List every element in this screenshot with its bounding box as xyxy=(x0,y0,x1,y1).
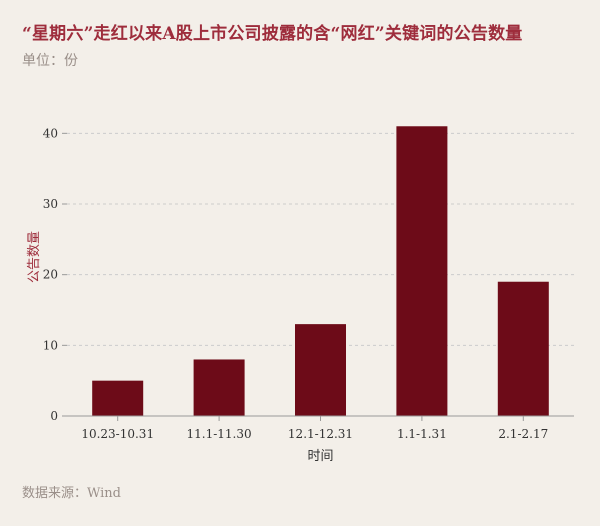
x-axis-ticks: 10.23-10.31 11.1-11.30 12.1-12.31 1.1-1.31 2… xyxy=(81,416,548,441)
bar xyxy=(295,324,346,416)
x-tick-label: 10.23-10.31 xyxy=(81,427,154,441)
bar xyxy=(92,380,144,416)
x-tick-label: 12.1-12.31 xyxy=(288,427,353,441)
chart-title: “星期六”走红以来A股上市公司披露的含“网红”关键词的公告数量 xyxy=(22,24,523,44)
x-tick-label: 1.1-1.31 xyxy=(397,427,447,441)
y-tick-label: 10 xyxy=(43,338,58,352)
y-tick-label: 20 xyxy=(43,268,58,282)
x-tick-label: 2.1-2.17 xyxy=(498,427,548,441)
bar xyxy=(396,126,448,417)
y-axis-title: 公告数量 xyxy=(27,231,42,283)
source-note: 数据来源：Wind xyxy=(22,486,121,501)
bar xyxy=(193,359,245,416)
y-tick-label: 0 xyxy=(50,409,58,423)
x-tick-label: 11.1-11.30 xyxy=(187,427,252,441)
y-tick-label: 40 xyxy=(43,126,58,140)
y-axis-ticks: 0 10 20 30 40 xyxy=(43,126,67,423)
x-axis-title: 时间 xyxy=(307,449,333,464)
bar xyxy=(497,281,549,416)
chart-unit: 单位：份 xyxy=(22,53,78,69)
bars xyxy=(92,126,549,417)
y-tick-label: 30 xyxy=(43,197,58,211)
